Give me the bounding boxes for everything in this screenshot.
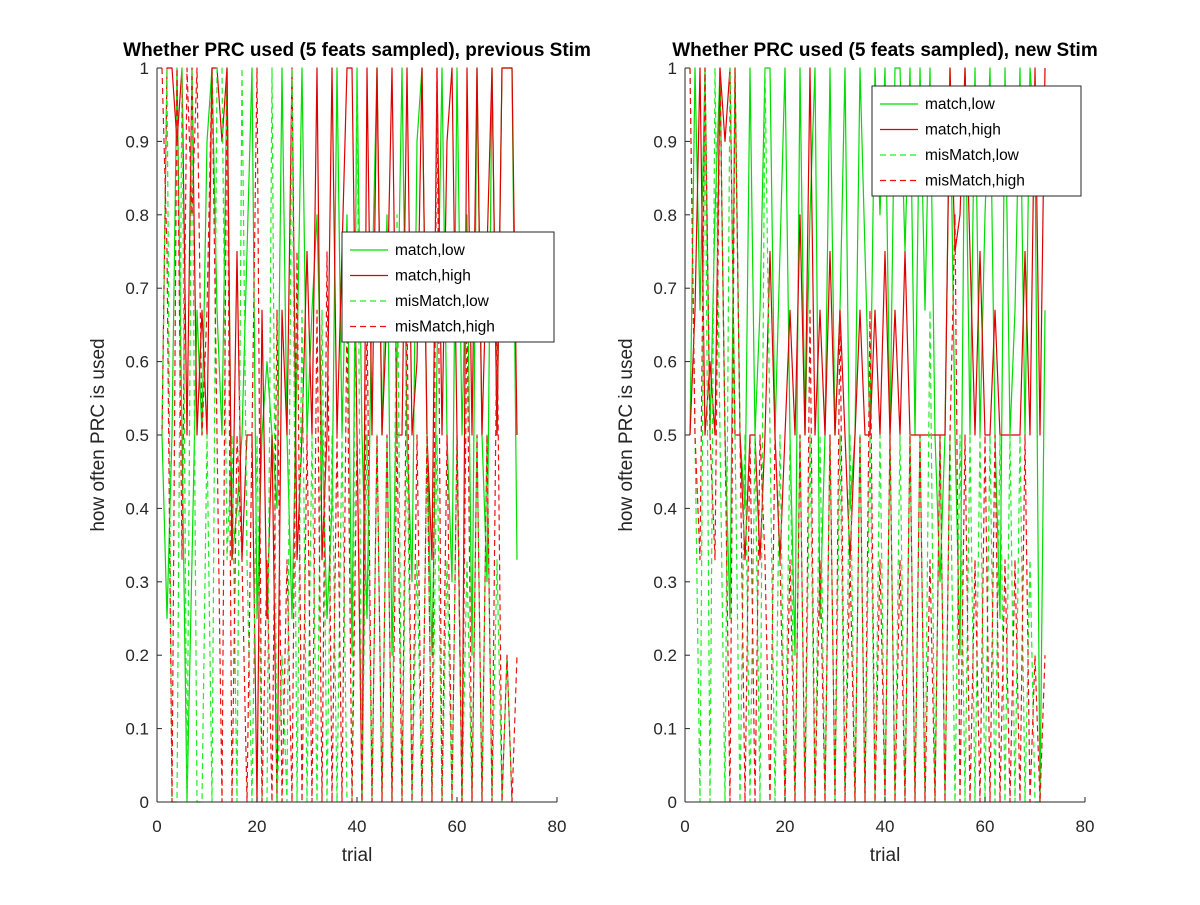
x-tick-label: 80 (548, 817, 567, 836)
y-tick-label: 0.4 (125, 499, 149, 518)
x-tick-label: 0 (152, 817, 161, 836)
series-group (161, 67, 518, 803)
legend-entry: match,high (395, 268, 471, 285)
y-tick-label: 0.3 (125, 573, 149, 592)
y-tick-label: 0.7 (125, 279, 149, 298)
series-line-match-high (161, 67, 518, 803)
y-tick-label: 0 (668, 793, 677, 812)
y-tick-label: 0.1 (125, 720, 149, 739)
y-tick-label: 0.3 (653, 573, 677, 592)
series-line-match-low (161, 67, 518, 803)
panel-new-stim: 0 20 40 60 80 0 0.1 0.2 0.3 0.4 0.5 0.6 0.7 0.8 0.9 1Wh… (616, 40, 1098, 866)
chart-title: Whether PRC used (5 feats sampled), prev… (123, 40, 591, 61)
x-tick-label: 80 (1076, 817, 1095, 836)
x-tick-label: 20 (248, 817, 267, 836)
x-tick-label: 40 (876, 817, 895, 836)
legend-entry: misMatch,high (395, 319, 495, 336)
legend-entry: match,low (395, 242, 466, 259)
legend-entry: misMatch,low (395, 293, 490, 310)
y-tick-label: 1 (668, 59, 677, 78)
series-line-mismatch-low (689, 67, 1045, 803)
y-tick-label: 0.2 (125, 646, 149, 665)
y-tick-label: 0.8 (125, 206, 149, 225)
y-tick-label: 0.8 (653, 206, 677, 225)
legend: match,low match,high misMatch,low misMatch,… (871, 85, 1082, 197)
chart-title: Whether PRC used (5 feats sampled), new … (672, 40, 1097, 61)
y-tick-label: 0.7 (653, 279, 677, 298)
legend: match,low match,high misMatch,low misMatch,… (341, 231, 555, 343)
y-axis-label: how often PRC is used (616, 338, 637, 531)
y-tick-label: 0.2 (653, 646, 677, 665)
y-tick-label: 0.4 (653, 499, 677, 518)
panel-previous-stim: 0 20 40 60 80 0 0.1 0.2 0.3 0.4 0.5 0.6 0.7 0.8 0.9 1Wh… (88, 40, 591, 866)
y-tick-label: 0.6 (125, 353, 149, 372)
x-tick-label: 40 (348, 817, 367, 836)
y-tick-label: 0.6 (653, 353, 677, 372)
y-tick-label: 1 (140, 59, 149, 78)
y-tick-label: 0.5 (125, 426, 149, 445)
legend-entry: match,high (925, 122, 1001, 139)
x-tick-label: 20 (776, 817, 795, 836)
y-tick-label: 0.1 (653, 720, 677, 739)
x-axis-label: trial (342, 845, 373, 866)
legend-entry: misMatch,low (925, 147, 1020, 164)
series-line-mismatch-high (161, 67, 518, 803)
legend-entry: misMatch,high (925, 173, 1025, 190)
y-axis-label: how often PRC is used (88, 338, 109, 531)
x-tick-label: 60 (448, 817, 467, 836)
y-tick-label: 0 (140, 793, 149, 812)
y-tick-label: 0.9 (125, 132, 149, 151)
legend-entry: match,low (925, 96, 996, 113)
x-axis-label: trial (870, 845, 901, 866)
series-line-mismatch-high (689, 67, 1046, 803)
x-tick-label: 0 (680, 817, 689, 836)
x-tick-label: 60 (976, 817, 995, 836)
y-tick-label: 0.9 (653, 132, 677, 151)
y-tick-label: 0.5 (653, 426, 677, 445)
